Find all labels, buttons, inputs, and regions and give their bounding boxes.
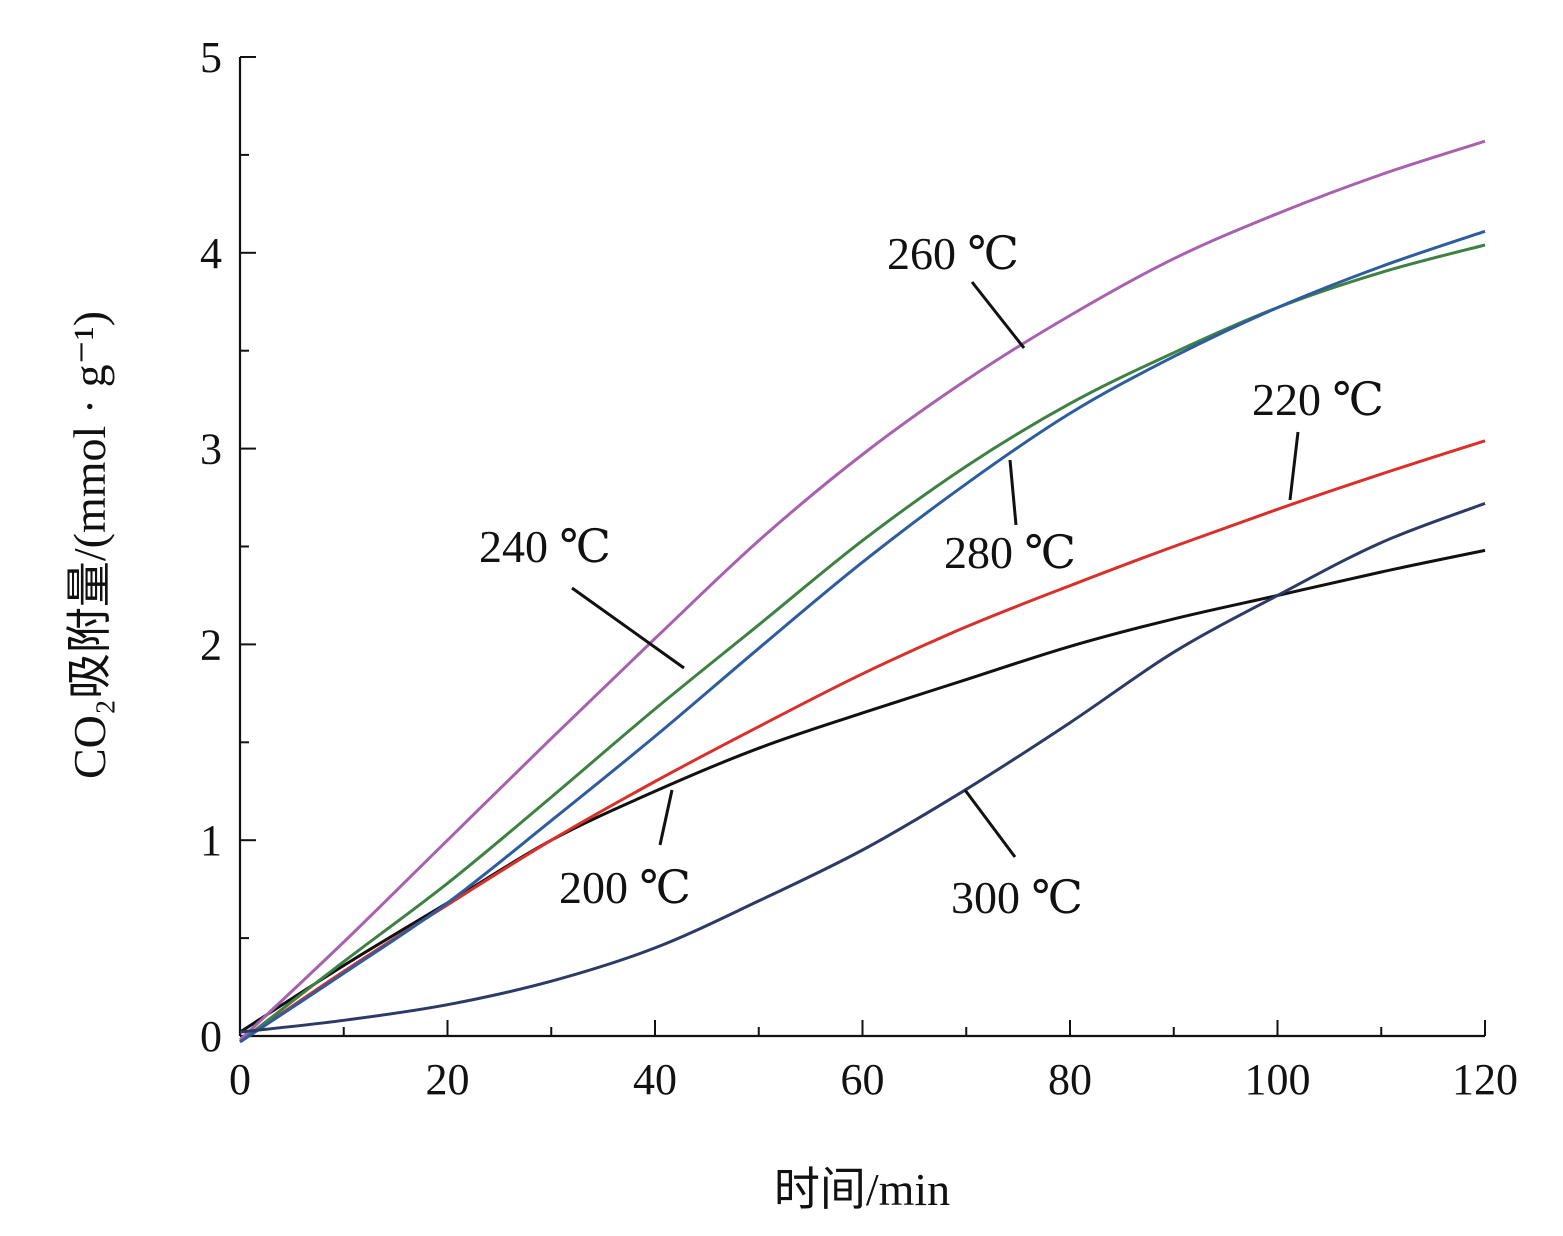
x-tick-label: 120 xyxy=(1452,1055,1518,1104)
annotation-label: 240 ℃ xyxy=(479,521,611,572)
x-tick-label: 20 xyxy=(426,1055,470,1104)
annotation-label: 280 ℃ xyxy=(944,527,1076,578)
annotation-leader xyxy=(1288,431,1300,501)
x-tick-label: 40 xyxy=(633,1055,677,1104)
annotation-label: 200 ℃ xyxy=(559,862,691,913)
y-tick-label: 1 xyxy=(200,816,222,865)
annotation-leader xyxy=(571,586,685,670)
series-line-4 xyxy=(238,139,1486,1041)
series-line-1 xyxy=(239,548,1486,1034)
y-tick-label: 2 xyxy=(200,620,222,669)
y-tick-label: 0 xyxy=(200,1012,222,1061)
y-tick-label: 4 xyxy=(200,229,222,278)
annotation-leader xyxy=(658,789,674,846)
x-tick-label: 60 xyxy=(841,1055,885,1104)
y-tick-label: 5 xyxy=(200,33,222,82)
series-line-3 xyxy=(239,243,1486,1044)
x-axis-label: 时间/min xyxy=(774,1164,950,1215)
annotation-leader xyxy=(963,789,1017,858)
annotation-leader xyxy=(970,281,1026,349)
series-lines xyxy=(238,139,1486,1044)
annotation-label: 300 ℃ xyxy=(951,872,1083,923)
series-line-5 xyxy=(239,229,1486,1044)
y-tick-label: 3 xyxy=(200,425,222,474)
annotations: 200 ℃ 220 ℃ 240 ℃ 260 ℃ 280 ℃ 300 ℃ xyxy=(479,228,1384,923)
series-line-2 xyxy=(239,439,1486,1044)
x-tick-label: 0 xyxy=(229,1055,251,1104)
x-tick-label: 80 xyxy=(1048,1055,1092,1104)
series-line-6 xyxy=(239,501,1486,1034)
annotation-label: 260 ℃ xyxy=(887,228,1019,279)
annotation-label: 220 ℃ xyxy=(1252,374,1384,425)
annotation-leader xyxy=(1008,459,1018,526)
axes: 0 20 40 60 80 100 120 0 1 2 3 4 5 xyxy=(200,33,1518,1104)
y-axis-label: CO₂吸附量/(mmol · g⁻¹) xyxy=(64,311,115,779)
x-tick-label: 100 xyxy=(1245,1055,1311,1104)
